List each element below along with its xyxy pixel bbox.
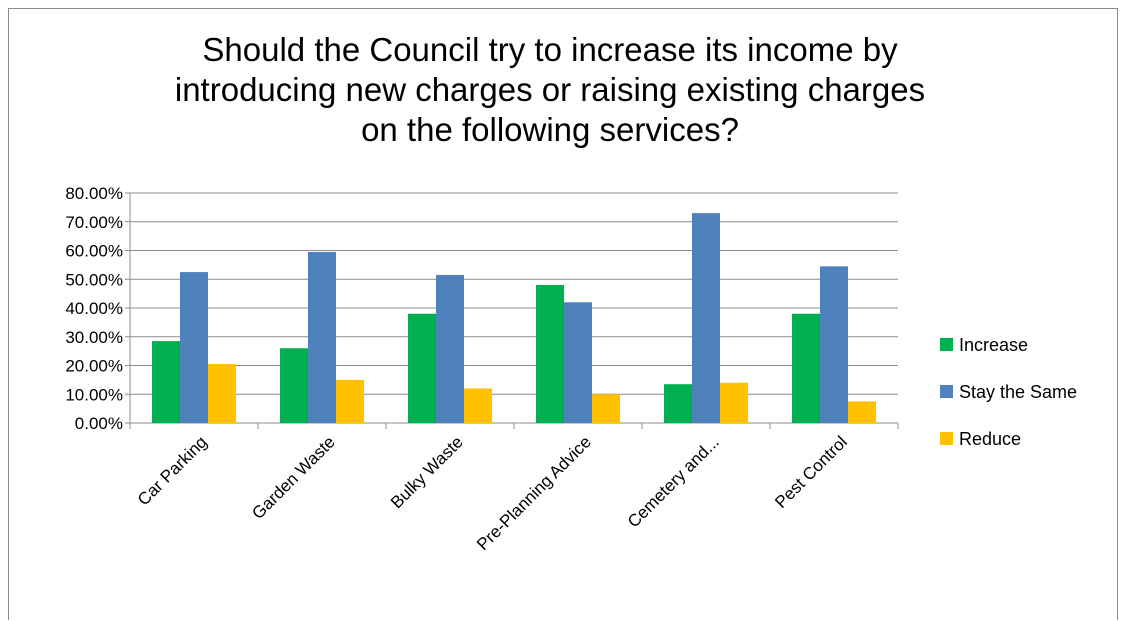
legend-label: Reduce: [959, 429, 1021, 449]
y-tick-label: 70.00%: [65, 213, 123, 232]
legend-swatch: [940, 338, 953, 351]
bar-increase: [664, 384, 692, 423]
x-category-label: Pre-Planning Advice: [473, 432, 595, 554]
bar-reduce: [208, 364, 236, 423]
y-tick-label: 30.00%: [65, 328, 123, 347]
bar-stay-the-same: [308, 251, 336, 423]
bar-increase: [536, 285, 564, 423]
bar-increase: [152, 341, 180, 423]
bar-increase: [280, 348, 308, 423]
bar-increase: [792, 313, 820, 423]
x-category-label: Bulky Waste: [387, 432, 467, 512]
bar-stay-the-same: [180, 272, 208, 423]
chart-title: Should the Council try to increase its i…: [174, 31, 926, 148]
y-tick-label: 40.00%: [65, 299, 123, 318]
x-category-label: Garden Waste: [248, 432, 338, 522]
bar-reduce: [720, 382, 748, 423]
bar-reduce: [336, 379, 364, 423]
y-tick-label: 10.00%: [65, 385, 123, 404]
legend-label: Stay the Same: [959, 382, 1077, 402]
y-tick-label: 0.00%: [75, 414, 123, 433]
x-category-label: Cemetery and...: [624, 432, 723, 531]
y-tick-label: 50.00%: [65, 270, 123, 289]
bar-reduce: [848, 401, 876, 423]
y-tick-label: 80.00%: [65, 184, 123, 203]
bar-reduce: [464, 388, 492, 423]
legend-swatch: [940, 385, 953, 398]
bar-reduce: [592, 394, 620, 423]
bar-increase: [408, 313, 436, 423]
legend-label: Increase: [959, 335, 1028, 355]
bar-stay-the-same: [436, 274, 464, 423]
y-tick-label: 20.00%: [65, 357, 123, 376]
bar-stay-the-same: [564, 302, 592, 423]
x-category-label: Pest Control: [771, 432, 851, 512]
bar-stay-the-same: [820, 266, 848, 423]
bar-stay-the-same: [692, 213, 720, 423]
y-tick-label: 60.00%: [65, 242, 123, 261]
legend-swatch: [940, 432, 953, 445]
x-category-label: Car Parking: [134, 432, 211, 509]
